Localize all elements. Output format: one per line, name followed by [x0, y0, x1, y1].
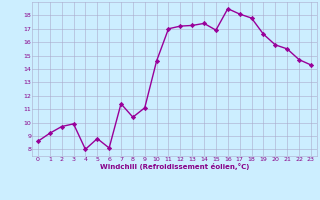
X-axis label: Windchill (Refroidissement éolien,°C): Windchill (Refroidissement éolien,°C) — [100, 163, 249, 170]
